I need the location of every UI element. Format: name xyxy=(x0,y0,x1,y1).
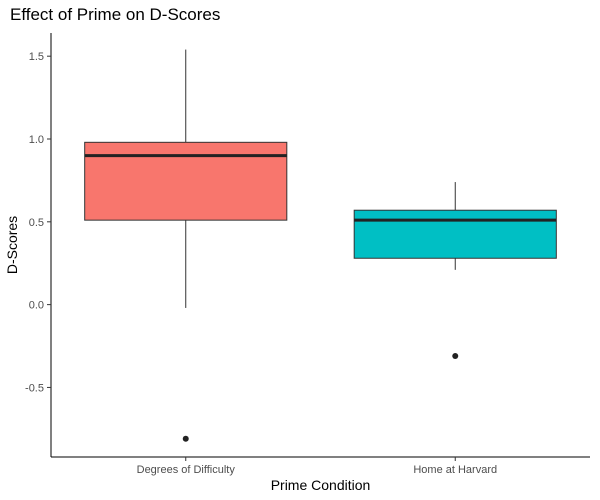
y-tick-label: 1.0 xyxy=(29,134,44,146)
x-tick-label: Degrees of Difficulty xyxy=(137,464,236,476)
x-axis-title: Prime Condition xyxy=(271,477,371,493)
y-axis-title: D-Scores xyxy=(4,216,20,274)
x-tick-label: Home at Harvard xyxy=(413,464,497,476)
y-tick-label: 0.5 xyxy=(29,217,44,229)
chart-title: Effect of Prime on D-Scores xyxy=(10,5,221,24)
y-tick-label: 1.5 xyxy=(29,51,44,63)
box-2 xyxy=(353,209,557,259)
outlier-point xyxy=(182,435,189,442)
y-tick-label: -0.5 xyxy=(25,382,44,394)
box-1 xyxy=(84,141,288,221)
outlier-point xyxy=(452,352,459,359)
y-tick-label: 0.0 xyxy=(29,300,44,312)
